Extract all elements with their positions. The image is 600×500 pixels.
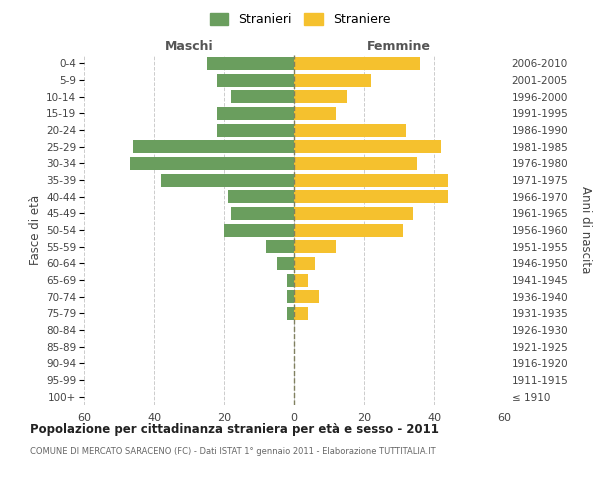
Bar [294,207,413,220]
Bar [294,90,347,103]
Bar [294,224,403,236]
Bar [217,124,294,136]
Bar [133,140,294,153]
Bar [294,107,336,120]
Y-axis label: Fasce di età: Fasce di età [29,195,42,265]
Legend: Stranieri, Straniere: Stranieri, Straniere [206,8,394,29]
Bar [266,240,294,253]
Bar [294,157,416,170]
Bar [294,74,371,86]
Bar [294,174,448,186]
Bar [287,290,294,303]
Bar [206,57,294,70]
Bar [294,307,308,320]
Bar [224,224,294,236]
Y-axis label: Anni di nascita: Anni di nascita [580,186,593,274]
Bar [294,290,319,303]
Bar [277,257,294,270]
Text: Femmine: Femmine [367,40,431,52]
Bar [161,174,294,186]
Bar [231,207,294,220]
Bar [294,124,406,136]
Bar [294,274,308,286]
Text: Popolazione per cittadinanza straniera per età e sesso - 2011: Popolazione per cittadinanza straniera p… [30,422,439,436]
Bar [287,307,294,320]
Bar [217,74,294,86]
Bar [294,140,441,153]
Bar [287,274,294,286]
Bar [130,157,294,170]
Bar [217,107,294,120]
Text: Maschi: Maschi [164,40,214,52]
Bar [294,257,315,270]
Bar [294,57,420,70]
Text: COMUNE DI MERCATO SARACENO (FC) - Dati ISTAT 1° gennaio 2011 - Elaborazione TUTT: COMUNE DI MERCATO SARACENO (FC) - Dati I… [30,448,436,456]
Bar [294,190,448,203]
Bar [227,190,294,203]
Bar [231,90,294,103]
Bar [294,240,336,253]
